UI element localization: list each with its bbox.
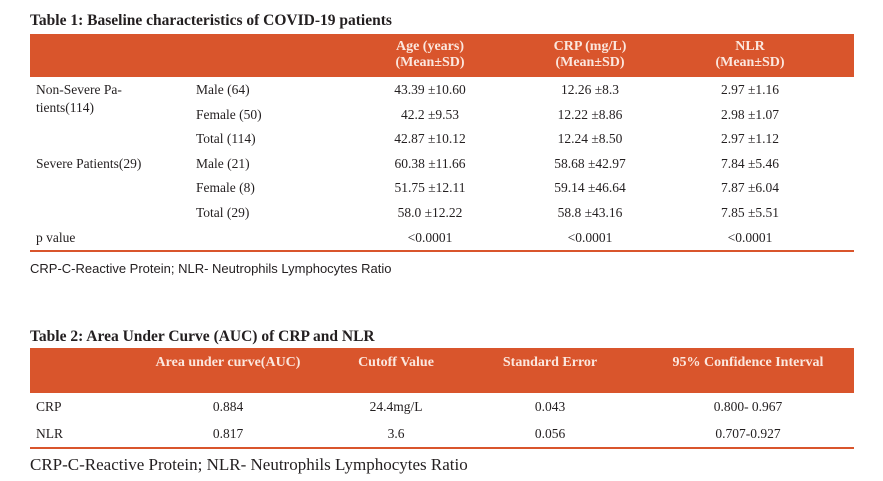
table1-row-age: 60.38 ±11.66 [394, 156, 466, 171]
table1-group-nonsevere-line2: tients(114) [36, 100, 94, 115]
table2-row-auc: 0.817 [212, 426, 244, 441]
table2-row-auc: 0.884 [212, 399, 244, 414]
table1-header-crp: CRP (mg/L) (Mean±SD) [520, 39, 660, 71]
table2-bottom-rule [30, 447, 854, 449]
table1-pvalue-label: p value [36, 230, 76, 245]
table2-header-cutoff: Cutoff Value [358, 355, 434, 370]
table1-bottom-rule [30, 250, 854, 252]
table1-row-nlr: 2.97 ±1.16 [720, 82, 780, 97]
table1-footnote: CRP-C-Reactive Protein; NLR- Neutrophils… [30, 261, 392, 276]
table2-row-se: 0.056 [534, 426, 566, 441]
table1-row-sub: Male (21) [196, 156, 250, 171]
table1-group-nonsevere-line1: Non-Severe Pa- [36, 82, 122, 97]
table1-row-age: 51.75 ±12.11 [394, 180, 466, 195]
table2-row-ci: 0.707-0.927 [715, 426, 781, 441]
table2-row-cutoff: 24.4mg/L [369, 399, 423, 414]
table1-header-crp-line1: CRP (mg/L) [553, 39, 627, 54]
table1-group-severe: Severe Patients(29) [36, 156, 142, 171]
table1-row-sub: Female (50) [196, 107, 262, 122]
table2-row-label: NLR [36, 426, 63, 441]
table2-header-ci: 95% Confidence Interval [672, 355, 824, 370]
table1-row-nlr: 2.98 ±1.07 [720, 107, 780, 122]
table1-row-sub: Female (8) [196, 180, 255, 195]
table1-header-nlr-line1: NLR [735, 39, 765, 54]
table1-row-crp: 59.14 ±46.64 [554, 180, 626, 195]
table1-header-crp-line2: (Mean±SD) [555, 55, 625, 70]
table1-pvalue-crp: <0.0001 [567, 230, 613, 245]
table2-footnote: CRP-C-Reactive Protein; NLR- Neutrophils… [30, 455, 468, 474]
table1-row-sub: Total (114) [196, 131, 256, 146]
table1-header-bar [30, 34, 854, 77]
table1-row-sub: Total (29) [196, 205, 250, 220]
table1-caption: Table 1: Baseline characteristics of COV… [30, 12, 392, 29]
table1-header-age-line2: (Mean±SD) [395, 55, 465, 70]
table2-row-label: CRP [36, 399, 62, 414]
table2-row-cutoff: 3.6 [387, 426, 405, 441]
table1-header-nlr-line2: (Mean±SD) [715, 55, 785, 70]
table1-row-age: 42.2 ±9.53 [400, 107, 460, 122]
table1-row-age: 58.0 ±12.22 [397, 205, 463, 220]
table1-pvalue-nlr: <0.0001 [727, 230, 773, 245]
table1-row-crp: 12.24 ±8.50 [557, 131, 623, 146]
table1-header-age: Age (years) (Mean±SD) [360, 39, 500, 71]
table1-row-crp: 58.68 ±42.97 [554, 156, 626, 171]
table1-row-crp: 58.8 ±43.16 [557, 205, 623, 220]
table1-pvalue-age: <0.0001 [407, 230, 453, 245]
table1-row-nlr: 7.87 ±6.04 [720, 180, 780, 195]
table1-row-crp: 12.22 ±8.86 [557, 107, 623, 122]
table2-header-se: Standard Error [502, 355, 598, 370]
table2-header-auc: Area under curve(AUC) [155, 355, 301, 370]
table1-row-age: 43.39 ±10.60 [394, 82, 466, 97]
table1-header-age-line1: Age (years) [395, 39, 465, 54]
table1-row-nlr: 7.84 ±5.46 [720, 156, 780, 171]
table1-header-nlr: NLR (Mean±SD) [680, 39, 820, 71]
table1-row-crp: 12.26 ±8.3 [560, 82, 620, 97]
table1-row-age: 42.87 ±10.12 [394, 131, 466, 146]
table2-row-se: 0.043 [534, 399, 566, 414]
table2-caption: Table 2: Area Under Curve (AUC) of CRP a… [30, 328, 375, 345]
table1-row-nlr: 7.85 ±5.51 [720, 205, 780, 220]
table2-header-bar [30, 348, 854, 393]
table1-row-sub: Male (64) [196, 82, 250, 97]
table1-row-nlr: 2.97 ±1.12 [720, 131, 780, 146]
table2-row-ci: 0.800- 0.967 [713, 399, 783, 414]
